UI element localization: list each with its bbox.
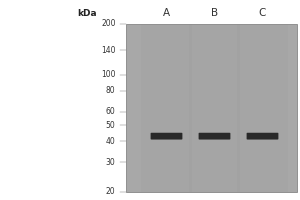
Text: A: A [163,8,170,18]
Text: 20: 20 [106,188,116,196]
Bar [126,24,297,192]
Bar [141,24,192,192]
FancyBboxPatch shape [151,133,182,140]
Text: 140: 140 [101,46,116,55]
Text: 50: 50 [106,121,116,130]
Text: 200: 200 [101,20,116,28]
FancyBboxPatch shape [199,133,230,140]
Bar [237,24,288,192]
Bar [189,24,240,192]
FancyBboxPatch shape [247,133,278,140]
Text: B: B [211,8,218,18]
Text: 60: 60 [106,107,116,116]
Text: 100: 100 [101,70,116,79]
Text: 40: 40 [106,137,116,146]
Text: kDa: kDa [77,8,97,18]
Text: 30: 30 [106,158,116,167]
Text: C: C [259,8,266,18]
Text: 80: 80 [106,86,116,95]
